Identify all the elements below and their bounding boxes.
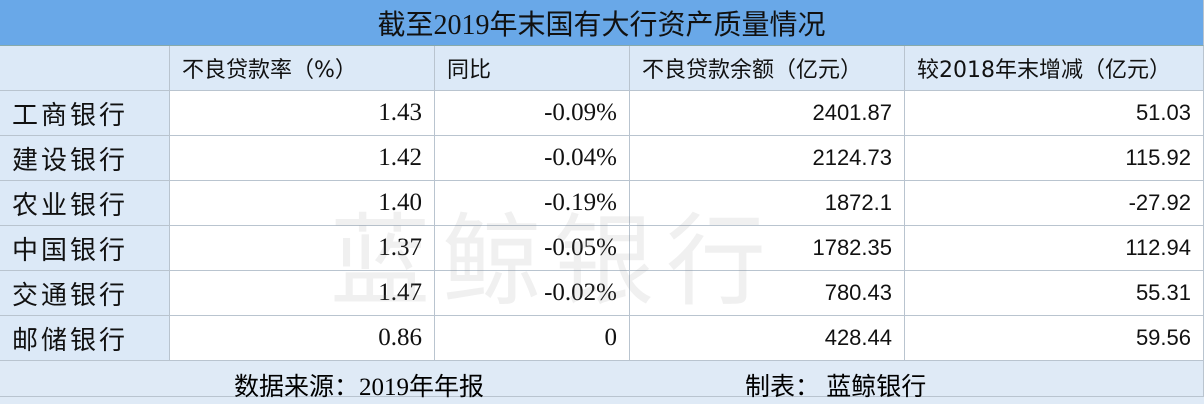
value-cell: 780.43: [630, 271, 905, 316]
value-cell: 1872.1: [630, 181, 905, 226]
bank-name: 邮储银行: [0, 316, 170, 361]
value-cell: 1.40: [170, 181, 435, 226]
header-cell: 同比: [435, 46, 630, 91]
value-cell: 0.86: [170, 316, 435, 361]
value-cell: 115.92: [905, 136, 1204, 181]
value-cell: 59.56: [905, 316, 1204, 361]
value-cell: -27.92: [905, 181, 1204, 226]
value-cell: 1.42: [170, 136, 435, 181]
value-cell: 1.43: [170, 91, 435, 136]
footer-row: [0, 361, 1204, 397]
footer-maker: 制表： 蓝鲸银行: [745, 374, 927, 401]
bank-name: 交通银行: [0, 271, 170, 316]
value-cell: -0.09%: [435, 91, 630, 136]
bank-name: 工商银行: [0, 91, 170, 136]
value-cell: -0.05%: [435, 226, 630, 271]
value-cell: 1.47: [170, 271, 435, 316]
value-cell: 428.44: [630, 316, 905, 361]
bank-name: 建设银行: [0, 136, 170, 181]
value-cell: 1782.35: [630, 226, 905, 271]
value-cell: -0.19%: [435, 181, 630, 226]
value-cell: -0.02%: [435, 271, 630, 316]
bank-name: 中国银行: [0, 226, 170, 271]
header-cell: 不良贷款余额（亿元）: [630, 46, 905, 91]
table-title: 截至2019年末国有大行资产质量情况: [0, 0, 1204, 46]
value-cell: 112.94: [905, 226, 1204, 271]
header-cell: [0, 46, 170, 91]
value-cell: 2124.73: [630, 136, 905, 181]
header-cell: 较2018年末增减（亿元）: [905, 46, 1204, 91]
header-cell: 不良贷款率（%）: [170, 46, 435, 91]
value-cell: 1.37: [170, 226, 435, 271]
value-cell: -0.04%: [435, 136, 630, 181]
value-cell: 51.03: [905, 91, 1204, 136]
value-cell: 55.31: [905, 271, 1204, 316]
footer-source: 数据来源：2019年年报: [234, 374, 485, 401]
value-cell: 2401.87: [630, 91, 905, 136]
value-cell: 0: [435, 316, 630, 361]
bank-name: 农业银行: [0, 181, 170, 226]
